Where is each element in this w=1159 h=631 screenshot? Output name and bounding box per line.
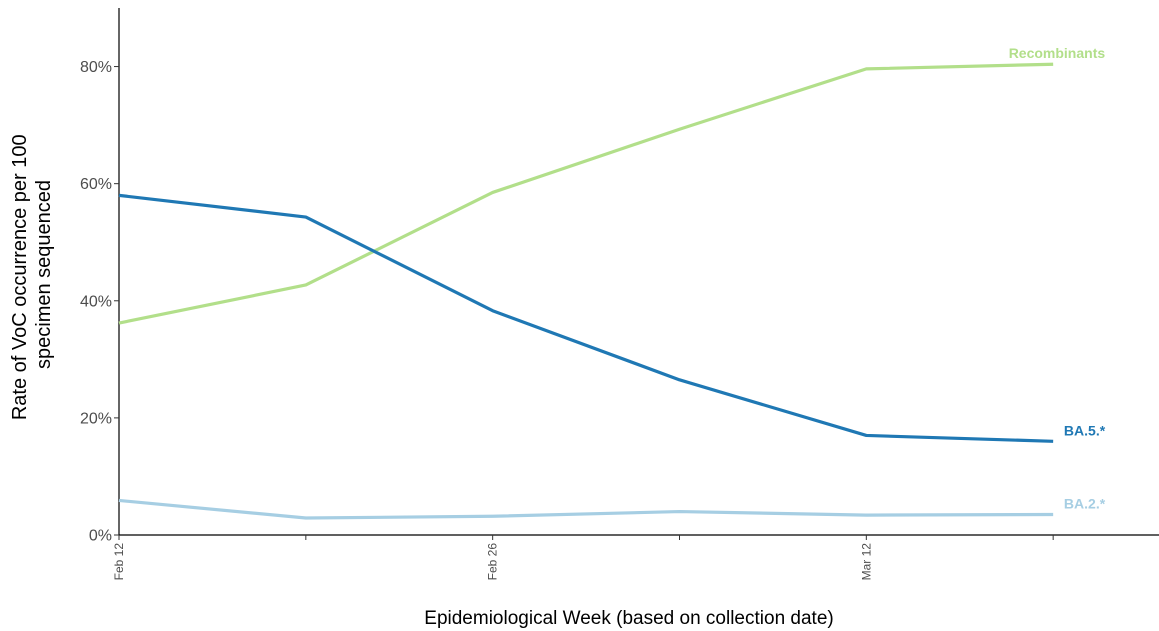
x-tick-label: Feb 26 (486, 543, 500, 581)
x-ticks: Feb 12 Feb 26 Mar 12 (112, 535, 1054, 581)
y-tick-label: 60% (80, 176, 112, 193)
y-tick-label: 0% (89, 528, 112, 545)
y-tick-label: 40% (80, 293, 112, 310)
x-tick-label: Feb 12 (112, 543, 126, 581)
y-axis-title-line-1: Rate of VoC occurrence per 100 (9, 134, 31, 420)
series-label: Recombinants (1009, 45, 1106, 61)
series-label: BA.2.* (1064, 496, 1106, 512)
y-ticks: 0% 20% 40% 60% 80% (80, 59, 119, 545)
series-line (118, 62, 1054, 325)
y-axis-title: Rate of VoC occurrence per 100 specimen … (9, 129, 55, 420)
y-axis-title-line-2: specimen sequenced (33, 180, 55, 369)
series-lines (118, 62, 1054, 520)
y-tick-label: 80% (80, 59, 112, 76)
series-line (118, 498, 1054, 520)
series-line (118, 193, 1054, 443)
series-label: BA.5.* (1064, 422, 1106, 438)
y-tick-label: 20% (80, 410, 112, 427)
series-labels: Recombinants BA.5.* BA.2.* (1009, 45, 1106, 511)
axes (118, 8, 1159, 536)
x-tick-label: Mar 12 (859, 543, 873, 581)
x-axis-title: Epidemiological Week (based on collectio… (424, 608, 833, 629)
